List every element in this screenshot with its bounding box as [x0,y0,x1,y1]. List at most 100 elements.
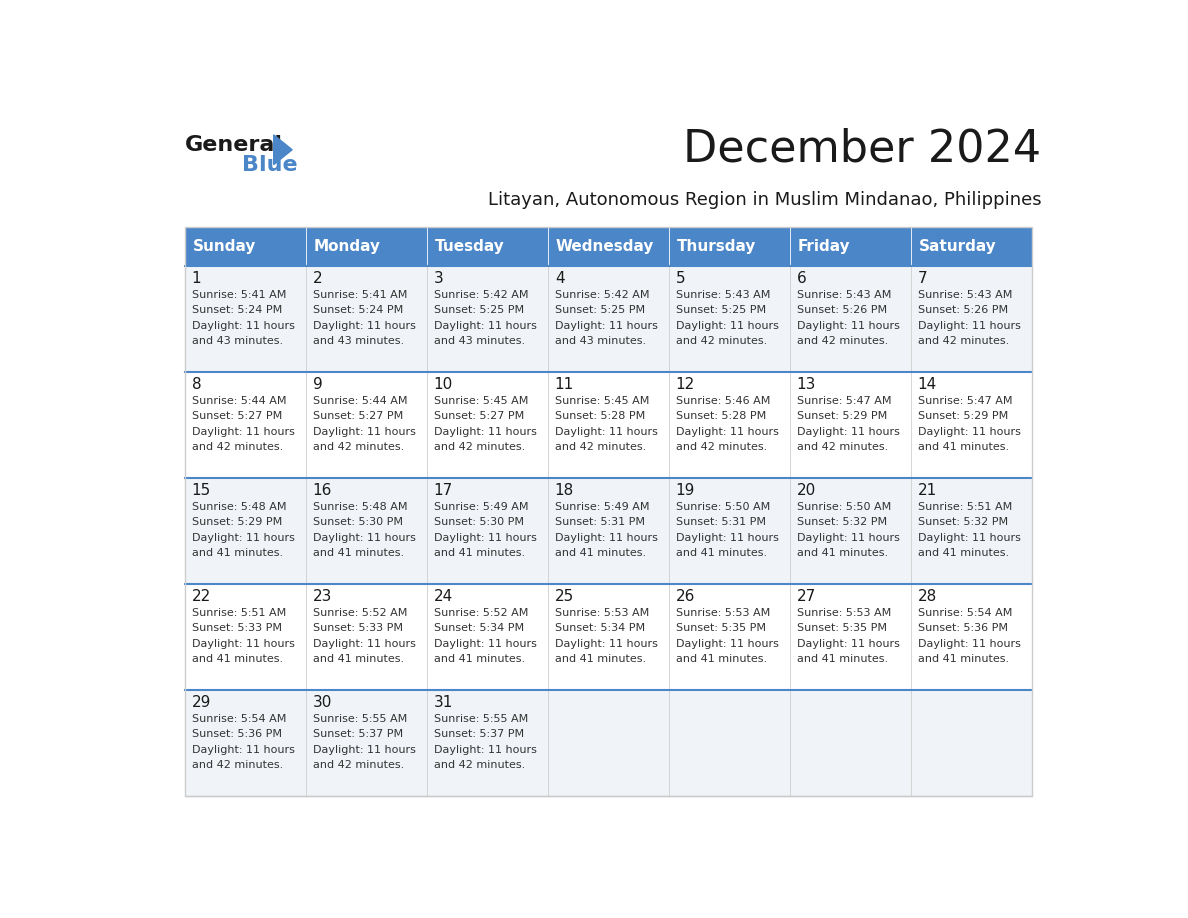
Text: 5: 5 [676,271,685,285]
FancyBboxPatch shape [428,372,549,477]
Text: Sunset: 5:33 PM: Sunset: 5:33 PM [191,623,282,633]
Text: and 41 minutes.: and 41 minutes. [797,655,887,665]
Text: Sunset: 5:29 PM: Sunset: 5:29 PM [918,411,1009,421]
FancyBboxPatch shape [790,227,911,265]
Text: Sunrise: 5:49 AM: Sunrise: 5:49 AM [434,502,529,511]
FancyBboxPatch shape [911,372,1032,477]
Text: Sunrise: 5:55 AM: Sunrise: 5:55 AM [312,714,407,723]
Text: Daylight: 11 hours: Daylight: 11 hours [312,532,416,543]
Text: 31: 31 [434,695,453,710]
Text: Sunrise: 5:45 AM: Sunrise: 5:45 AM [555,396,649,406]
Text: 29: 29 [191,695,211,710]
Text: Friday: Friday [797,239,851,253]
Text: Sunrise: 5:48 AM: Sunrise: 5:48 AM [191,502,286,511]
Text: 11: 11 [555,376,574,392]
Text: Daylight: 11 hours: Daylight: 11 hours [797,320,899,330]
Text: 24: 24 [434,588,453,604]
Text: Sunrise: 5:55 AM: Sunrise: 5:55 AM [434,714,527,723]
Text: Sunrise: 5:48 AM: Sunrise: 5:48 AM [312,502,407,511]
FancyBboxPatch shape [185,689,307,796]
Text: Daylight: 11 hours: Daylight: 11 hours [918,532,1020,543]
Polygon shape [273,135,292,164]
Text: 4: 4 [555,271,564,285]
FancyBboxPatch shape [307,372,428,477]
Text: Sunrise: 5:41 AM: Sunrise: 5:41 AM [191,290,286,299]
Text: Sunrise: 5:44 AM: Sunrise: 5:44 AM [312,396,407,406]
FancyBboxPatch shape [549,477,669,584]
Text: Sunrise: 5:51 AM: Sunrise: 5:51 AM [918,502,1012,511]
Text: Tuesday: Tuesday [435,239,505,253]
Text: Daylight: 11 hours: Daylight: 11 hours [434,427,537,437]
Text: Daylight: 11 hours: Daylight: 11 hours [676,320,778,330]
Text: and 43 minutes.: and 43 minutes. [434,336,525,346]
Text: and 41 minutes.: and 41 minutes. [191,548,283,558]
Text: Sunset: 5:26 PM: Sunset: 5:26 PM [918,306,1007,315]
Text: Daylight: 11 hours: Daylight: 11 hours [797,427,899,437]
Text: 21: 21 [918,483,937,498]
Text: Thursday: Thursday [677,239,756,253]
Text: 1: 1 [191,271,202,285]
Text: 28: 28 [918,588,937,604]
Text: and 42 minutes.: and 42 minutes. [555,442,646,453]
Text: Sunset: 5:30 PM: Sunset: 5:30 PM [434,518,524,527]
FancyBboxPatch shape [911,227,1032,265]
Text: Sunset: 5:33 PM: Sunset: 5:33 PM [312,623,403,633]
Text: Sunrise: 5:51 AM: Sunrise: 5:51 AM [191,608,286,618]
Text: and 43 minutes.: and 43 minutes. [555,336,646,346]
Text: 14: 14 [918,376,937,392]
Text: Daylight: 11 hours: Daylight: 11 hours [434,744,537,755]
Text: Sunrise: 5:43 AM: Sunrise: 5:43 AM [797,290,891,299]
Text: Sunrise: 5:53 AM: Sunrise: 5:53 AM [676,608,770,618]
Text: 27: 27 [797,588,816,604]
Text: Daylight: 11 hours: Daylight: 11 hours [555,532,658,543]
Text: Sunset: 5:35 PM: Sunset: 5:35 PM [797,623,886,633]
Text: and 41 minutes.: and 41 minutes. [797,548,887,558]
Text: and 41 minutes.: and 41 minutes. [918,442,1009,453]
Text: and 41 minutes.: and 41 minutes. [555,655,646,665]
FancyBboxPatch shape [307,477,428,584]
Text: 13: 13 [797,376,816,392]
Text: Daylight: 11 hours: Daylight: 11 hours [555,320,658,330]
Text: Sunset: 5:37 PM: Sunset: 5:37 PM [434,730,524,739]
FancyBboxPatch shape [307,265,428,372]
Text: and 42 minutes.: and 42 minutes. [797,336,889,346]
Text: Sunrise: 5:43 AM: Sunrise: 5:43 AM [918,290,1012,299]
Text: Sunset: 5:32 PM: Sunset: 5:32 PM [918,518,1007,527]
Text: Sunset: 5:34 PM: Sunset: 5:34 PM [434,623,524,633]
Text: Sunset: 5:25 PM: Sunset: 5:25 PM [555,306,645,315]
FancyBboxPatch shape [669,227,790,265]
Text: and 42 minutes.: and 42 minutes. [676,336,767,346]
Text: Sunrise: 5:47 AM: Sunrise: 5:47 AM [797,396,891,406]
Text: Sunrise: 5:52 AM: Sunrise: 5:52 AM [312,608,407,618]
Text: 12: 12 [676,376,695,392]
FancyBboxPatch shape [549,584,669,689]
Text: 16: 16 [312,483,333,498]
FancyBboxPatch shape [669,477,790,584]
Text: 17: 17 [434,483,453,498]
Text: Daylight: 11 hours: Daylight: 11 hours [312,427,416,437]
Text: Sunset: 5:27 PM: Sunset: 5:27 PM [434,411,524,421]
FancyBboxPatch shape [669,265,790,372]
Text: Sunrise: 5:49 AM: Sunrise: 5:49 AM [555,502,650,511]
FancyBboxPatch shape [307,584,428,689]
Text: Sunrise: 5:41 AM: Sunrise: 5:41 AM [312,290,407,299]
Text: Sunset: 5:28 PM: Sunset: 5:28 PM [555,411,645,421]
Text: Wednesday: Wednesday [556,239,655,253]
FancyBboxPatch shape [185,372,307,477]
Text: Daylight: 11 hours: Daylight: 11 hours [676,532,778,543]
Text: 10: 10 [434,376,453,392]
Text: Blue: Blue [242,155,298,174]
Text: and 42 minutes.: and 42 minutes. [191,760,283,770]
Text: Daylight: 11 hours: Daylight: 11 hours [191,744,295,755]
Text: Sunrise: 5:54 AM: Sunrise: 5:54 AM [191,714,286,723]
Text: and 42 minutes.: and 42 minutes. [676,442,767,453]
FancyBboxPatch shape [549,689,669,796]
FancyBboxPatch shape [790,477,911,584]
Text: Sunrise: 5:42 AM: Sunrise: 5:42 AM [434,290,529,299]
Text: 3: 3 [434,271,443,285]
Text: Sunrise: 5:45 AM: Sunrise: 5:45 AM [434,396,529,406]
FancyBboxPatch shape [790,584,911,689]
FancyBboxPatch shape [911,584,1032,689]
Text: Sunset: 5:24 PM: Sunset: 5:24 PM [312,306,403,315]
Text: Sunset: 5:31 PM: Sunset: 5:31 PM [676,518,766,527]
